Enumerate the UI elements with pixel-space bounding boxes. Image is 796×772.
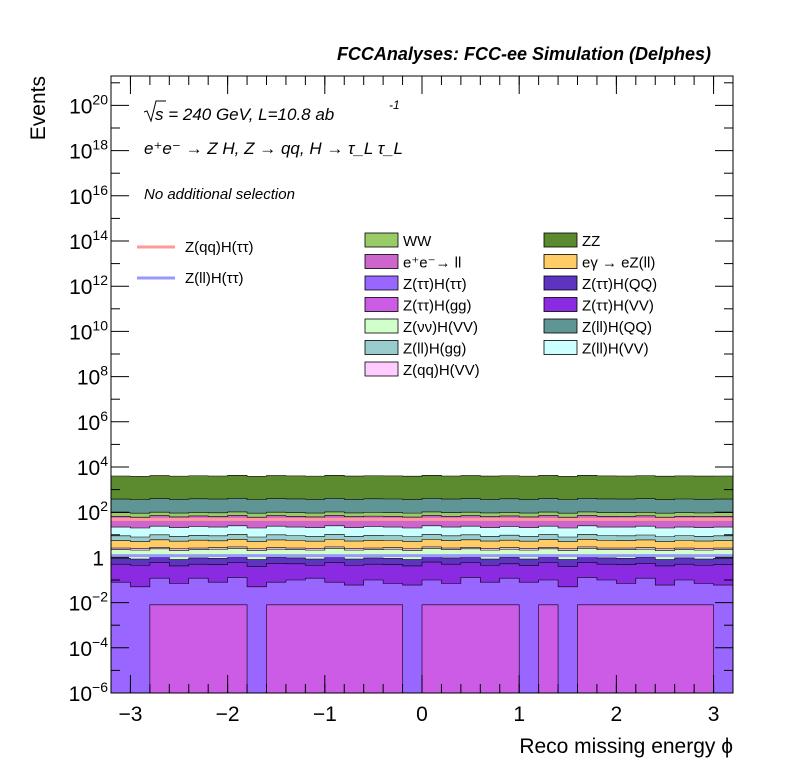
legend-col2-label: Z(ττ)H(VV) (582, 298, 654, 315)
legend-col1-label: Z(ll)H(gg) (403, 341, 466, 358)
process-label: e⁺e⁻ → Z H, Z → qq, H → τ_L τ_L (144, 139, 403, 158)
figure-header-title: FCCAnalyses: FCC-ee Simulation (Delphes) (337, 44, 711, 64)
x-tick-label: 1 (513, 703, 525, 726)
legend-col1-swatch (364, 232, 399, 248)
x-tick-label: −2 (216, 703, 240, 726)
axes: −3 −2 −1 0 1 2 3 10−6 10−4 10−2 1 102 104 106 108 1010 1… (69, 76, 734, 726)
y-tick-label: 1020 (69, 91, 108, 118)
y-tick-label: 1 (92, 547, 104, 570)
selection-label: No additional selection (144, 186, 295, 203)
legend-line-label: Z(qq)H(ττ) (185, 239, 254, 256)
y-tick-label: 104 (77, 453, 108, 480)
legend-col2-swatch (543, 275, 578, 291)
energy-lumi-label: s = 240 GeV, L=10.8 ab -1 (143, 98, 400, 124)
legend-col2-label: ZZ (582, 233, 600, 250)
legend-col1-label: WW (403, 233, 432, 250)
legend-line-label: Z(ll)H(ττ) (185, 270, 244, 287)
legend-col2-swatch (543, 340, 578, 355)
legend-col1-label: e⁺e⁻→ ll (403, 255, 461, 272)
x-tick-label: 3 (708, 703, 720, 726)
legend-col2-swatch (543, 232, 578, 248)
y-tick-label: 102 (77, 498, 108, 525)
legend-col2-label: Z(ll)H(QQ) (582, 319, 652, 336)
legend-col1-swatch (364, 361, 399, 377)
legend-col2-swatch (543, 254, 578, 269)
y-tick-label: 1018 (69, 137, 108, 164)
y-tick-label: 10−2 (69, 589, 109, 616)
legend-col1-label: Z(νν)H(VV) (403, 319, 478, 336)
hist-layer-z-h-gg- (111, 604, 733, 694)
legend-col2-swatch (543, 318, 578, 334)
legend-col1-swatch (364, 275, 399, 291)
y-tick-label: 10−4 (69, 634, 109, 661)
x-tick-label: −1 (313, 703, 337, 726)
sqrt-symbol (143, 100, 166, 123)
legend-col1-swatch (364, 318, 399, 334)
y-axis-label: Events (27, 76, 50, 140)
x-tick-label: 0 (416, 703, 428, 726)
y-tick-label: 106 (77, 408, 108, 435)
y-tick-label: 1010 (69, 317, 108, 344)
legend-col1-label: Z(ττ)H(ττ) (403, 276, 467, 293)
y-tick-label: 1014 (69, 227, 108, 254)
legend-col1-label: Z(qq)H(VV) (403, 362, 480, 379)
y-tick-label: 1016 (69, 182, 108, 209)
y-tick-label: 10−6 (69, 679, 109, 706)
lumi-exponent: -1 (389, 98, 400, 112)
legend-col2-label: Z(ll)H(VV) (582, 341, 649, 358)
legend-col1-label: Z(ττ)H(gg) (403, 298, 472, 315)
energy-lumi-text: = 240 GeV, L=10.8 ab (164, 105, 335, 124)
y-tick-label: 1012 (69, 272, 108, 299)
x-axis-label: Reco missing energy ϕ (519, 735, 733, 758)
stacked-histogram-bars (110, 474, 734, 694)
signal-lines (111, 517, 733, 558)
legend-col2-swatch (543, 297, 578, 312)
y-tick-label: 108 (77, 363, 108, 390)
svg-text:s = 240 GeV, L=10.8 ab: s = 240 GeV, L=10.8 ab (155, 105, 334, 124)
legend: Z(qq)H(ττ) Z(ll)H(ττ) WW e⁺e⁻→ ll Z(ττ)H(ττ)… (137, 232, 657, 379)
legend-col1-swatch (364, 297, 399, 312)
x-tick-label: −3 (118, 703, 142, 726)
legend-col1-swatch (364, 254, 399, 269)
x-tick-label: 2 (611, 703, 623, 726)
legend-col2-label: Z(ττ)H(QQ) (582, 276, 657, 293)
legend-col1-swatch (364, 340, 399, 355)
legend-col2-label: eγ → eZ(ll) (582, 255, 655, 272)
sqrt-s-label: s (155, 105, 164, 124)
